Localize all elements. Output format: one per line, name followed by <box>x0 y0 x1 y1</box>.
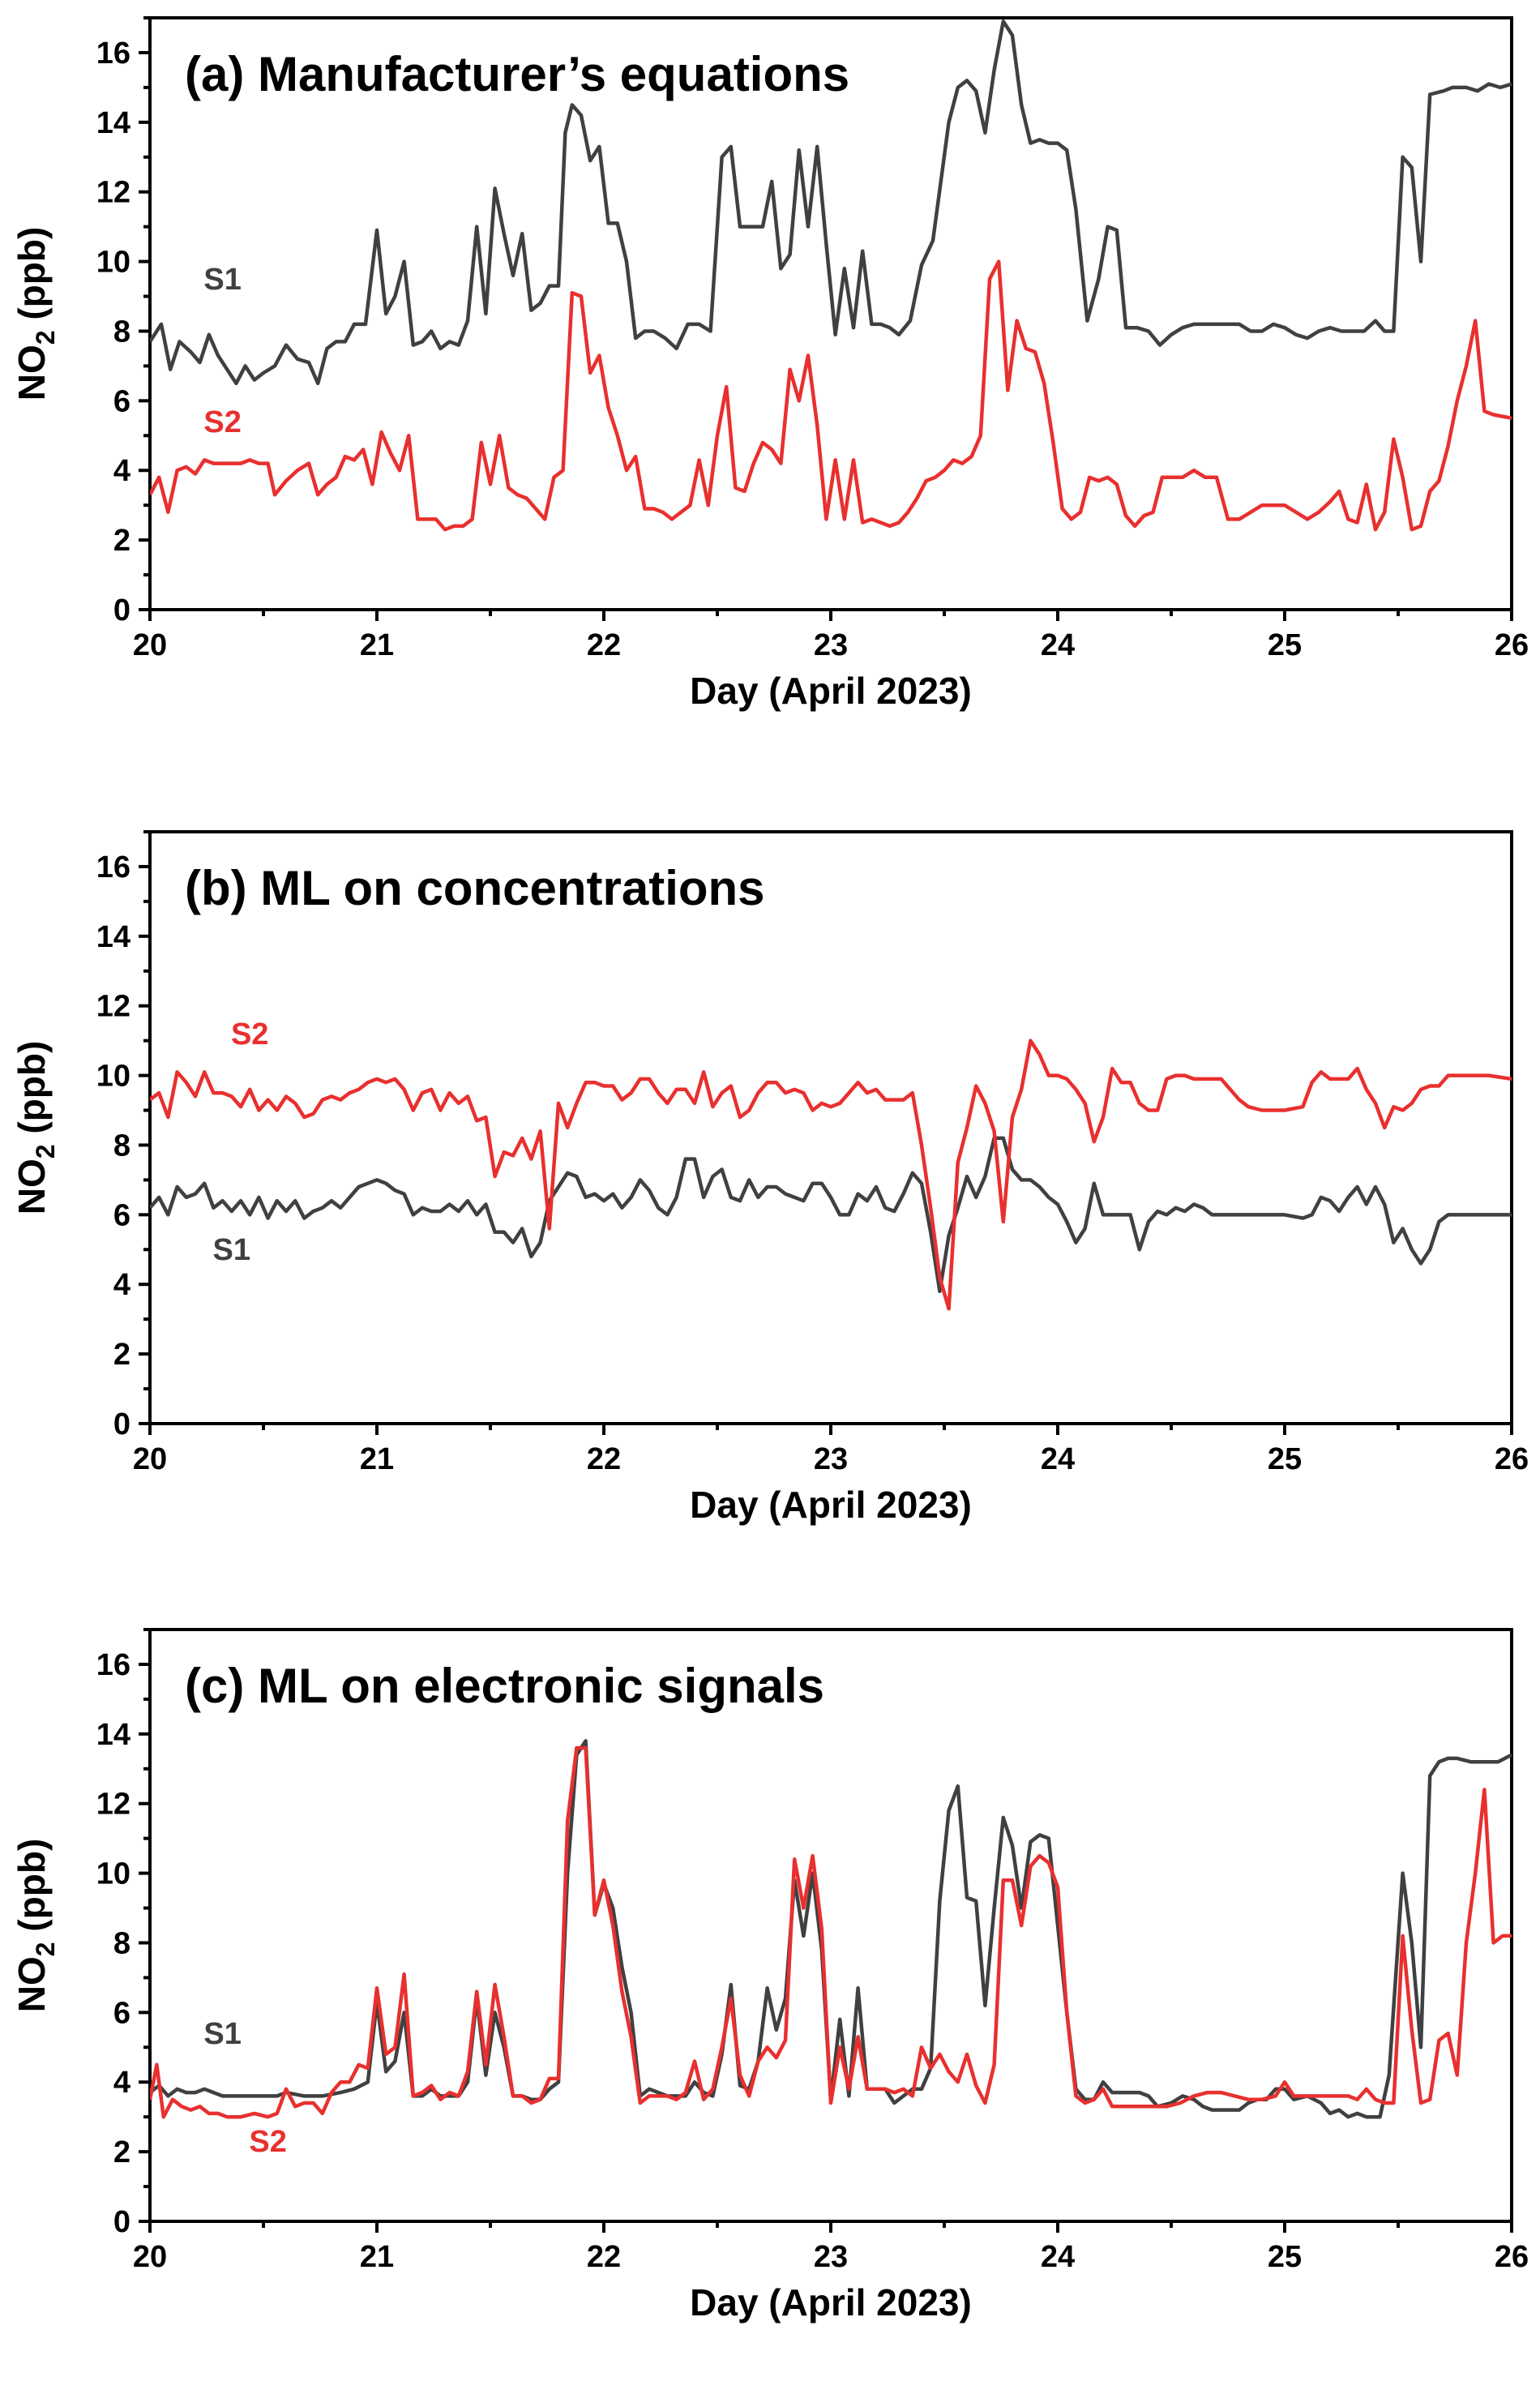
y-tick-label: 2 <box>113 524 130 558</box>
x-tick-label: 23 <box>814 628 848 662</box>
x-tick-label: 23 <box>814 1442 848 1476</box>
plot-frame <box>148 1628 1513 2223</box>
x-tick-label: 21 <box>360 628 394 662</box>
x-tick-label: 26 <box>1495 628 1529 662</box>
y-tick-label: 6 <box>113 1198 130 1232</box>
x-tick-label: 25 <box>1268 2240 1302 2274</box>
x-tick-label: 23 <box>814 2240 848 2274</box>
series-line-s2 <box>150 1745 1512 2119</box>
y-tick-label: 4 <box>113 2066 130 2100</box>
panel-title: (b) ML on concentrations <box>185 861 765 915</box>
series-label-s1: S1 <box>203 2017 241 2051</box>
x-tick-label: 24 <box>1041 2240 1075 2274</box>
y-tick-label: 6 <box>113 384 130 418</box>
y-tick-label: 0 <box>113 2205 130 2239</box>
y-tick-label: 2 <box>113 1338 130 1372</box>
y-label-unit: (ppb) <box>11 1041 53 1145</box>
x-tick-label: 24 <box>1041 628 1075 662</box>
y-label-subscript: 2 <box>31 330 60 345</box>
series-label-s2: S2 <box>203 405 241 439</box>
x-tick-label: 22 <box>587 2240 621 2274</box>
y-label-main: NO <box>11 1956 53 2012</box>
y-tick-label: 8 <box>113 315 130 349</box>
panel-title: (c) ML on electronic signals <box>185 1659 824 1713</box>
series-label-s1: S1 <box>203 263 241 297</box>
x-axis-label: Day (April 2023) <box>690 2281 972 2323</box>
x-tick-label: 20 <box>133 1442 167 1476</box>
x-tick-label: 20 <box>133 2240 167 2274</box>
y-tick-label: 10 <box>96 1060 130 1094</box>
y-label-main: NO <box>11 1159 53 1214</box>
x-tick-label: 20 <box>133 628 167 662</box>
y-axis-label: NO2 (ppb) <box>11 1041 60 1215</box>
y-tick-label: 8 <box>113 1926 130 1960</box>
x-tick-label: 22 <box>587 1442 621 1476</box>
series-line-s2 <box>150 259 1512 532</box>
series-label-s2: S2 <box>231 1017 268 1051</box>
y-label-subscript: 2 <box>31 1144 60 1159</box>
y-label-unit: (ppb) <box>11 227 53 331</box>
y-label-main: NO <box>11 345 53 400</box>
x-axis-label: Day (April 2023) <box>690 670 972 712</box>
x-tick-label: 25 <box>1268 628 1302 662</box>
y-tick-label: 10 <box>96 246 130 280</box>
x-tick-label: 22 <box>587 628 621 662</box>
y-tick-label: 10 <box>96 1857 130 1891</box>
x-tick-label: 21 <box>360 1442 394 1476</box>
x-tick-label: 26 <box>1495 1442 1529 1476</box>
y-axis-label: NO2 (ppb) <box>11 227 60 401</box>
y-tick-label: 14 <box>96 106 130 140</box>
y-tick-label: 6 <box>113 1996 130 2030</box>
y-tick-label: 16 <box>96 850 130 884</box>
y-tick-label: 14 <box>96 920 130 954</box>
x-tick-label: 21 <box>360 2240 394 2274</box>
y-tick-label: 2 <box>113 2135 130 2169</box>
y-tick-label: 0 <box>113 1407 130 1441</box>
y-tick-label: 16 <box>96 1648 130 1682</box>
panel-title: (a) Manufacturer’s equations <box>185 47 849 101</box>
series-line-s1 <box>150 19 1512 386</box>
y-tick-label: 14 <box>96 1718 130 1752</box>
x-tick-label: 25 <box>1268 1442 1302 1476</box>
series-line-s1 <box>150 1136 1512 1294</box>
series-label-s1: S1 <box>213 1233 250 1267</box>
x-axis-label: Day (April 2023) <box>690 1484 972 1526</box>
x-tick-label: 24 <box>1041 1442 1075 1476</box>
y-tick-label: 12 <box>96 990 130 1024</box>
y-tick-label: 12 <box>96 176 130 210</box>
plot-frame <box>148 830 1513 1425</box>
y-tick-label: 16 <box>96 36 130 71</box>
y-axis-label: NO2 (ppb) <box>11 1839 60 2013</box>
y-tick-label: 4 <box>113 454 130 488</box>
series-line-s1 <box>150 1739 1512 2119</box>
y-label-unit: (ppb) <box>11 1839 53 1942</box>
y-tick-label: 8 <box>113 1129 130 1163</box>
x-tick-label: 26 <box>1495 2240 1529 2274</box>
series-line-s2 <box>150 1039 1512 1311</box>
y-tick-label: 0 <box>113 593 130 627</box>
series-label-s2: S2 <box>249 2125 286 2159</box>
y-label-subscript: 2 <box>31 1942 60 1956</box>
y-tick-label: 12 <box>96 1788 130 1822</box>
y-tick-label: 4 <box>113 1268 130 1302</box>
